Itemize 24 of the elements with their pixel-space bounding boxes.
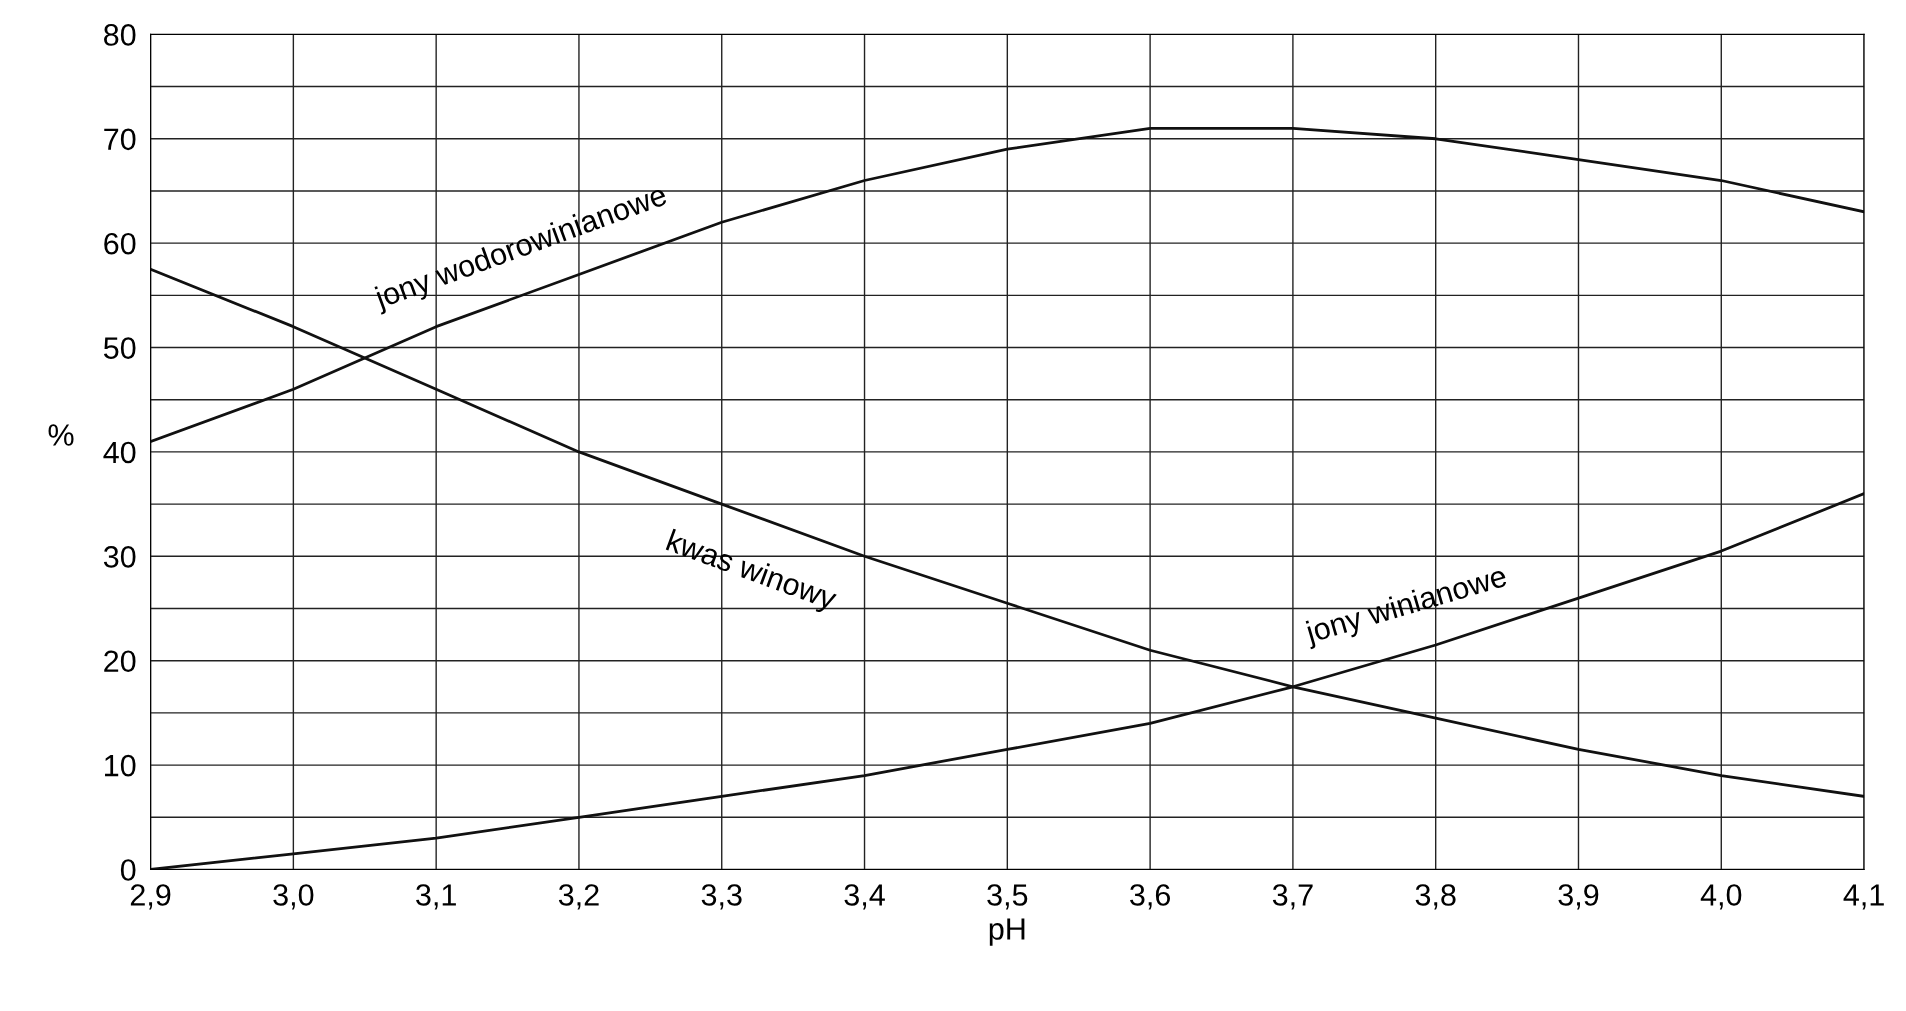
y-tick-label: 0 xyxy=(120,859,136,881)
x-tick-label: 3,6 xyxy=(1130,884,1171,910)
y-tick-label: 70 xyxy=(104,128,136,151)
y-tick-label: 50 xyxy=(103,337,136,359)
x-axis-title: pH xyxy=(989,918,1025,946)
x-tick-label: 4,1 xyxy=(1843,884,1884,910)
x-tick-label: 3,9 xyxy=(1558,884,1599,910)
y-tick-label: 80 xyxy=(104,24,136,46)
y-axis-title: % xyxy=(48,424,74,446)
x-tick-label: 3,0 xyxy=(273,884,314,910)
x-tick-label: 2,9 xyxy=(130,884,171,910)
y-tick-label: 30 xyxy=(103,546,136,568)
y-tick-label: 20 xyxy=(104,650,136,673)
x-tick-label: 3,8 xyxy=(1415,884,1456,910)
x-tick-label: 3,2 xyxy=(558,884,599,910)
y-tick-label: 10 xyxy=(105,754,136,777)
x-tick-label: 3,1 xyxy=(416,884,456,910)
x-tick-label: 3,3 xyxy=(701,884,742,910)
x-tick-label: 3,7 xyxy=(1272,884,1313,910)
x-tick-label: 3,4 xyxy=(844,884,885,910)
y-tick-label: 40 xyxy=(103,441,136,464)
y-tick-label: 60 xyxy=(104,232,136,255)
x-tick-label: 3,5 xyxy=(987,884,1028,910)
x-tick-label: 4,0 xyxy=(1700,884,1742,910)
